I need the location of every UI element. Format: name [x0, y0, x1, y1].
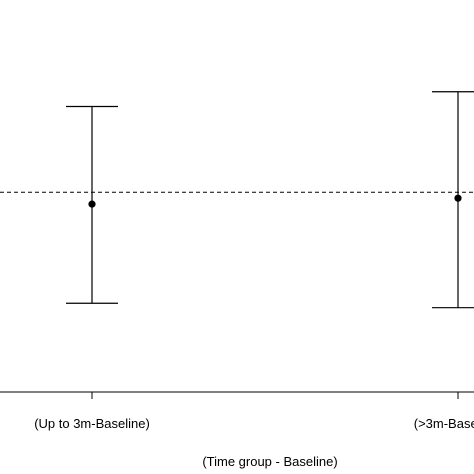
x-axis-title: (Time group - Baseline) — [202, 454, 337, 469]
estimate-point — [88, 200, 96, 208]
error-bar-1 — [66, 105, 118, 304]
x-tick-label: (Up to 3m-Baseline) — [34, 416, 150, 431]
estimate-point — [454, 194, 462, 202]
x-ticks-layer: (Up to 3m-Baseline) (>3m-Baseline) — [34, 392, 474, 431]
error-bars-layer — [66, 91, 474, 309]
error-bar-2 — [432, 91, 474, 309]
x-tick-label: (>3m-Baseline) — [414, 416, 474, 431]
